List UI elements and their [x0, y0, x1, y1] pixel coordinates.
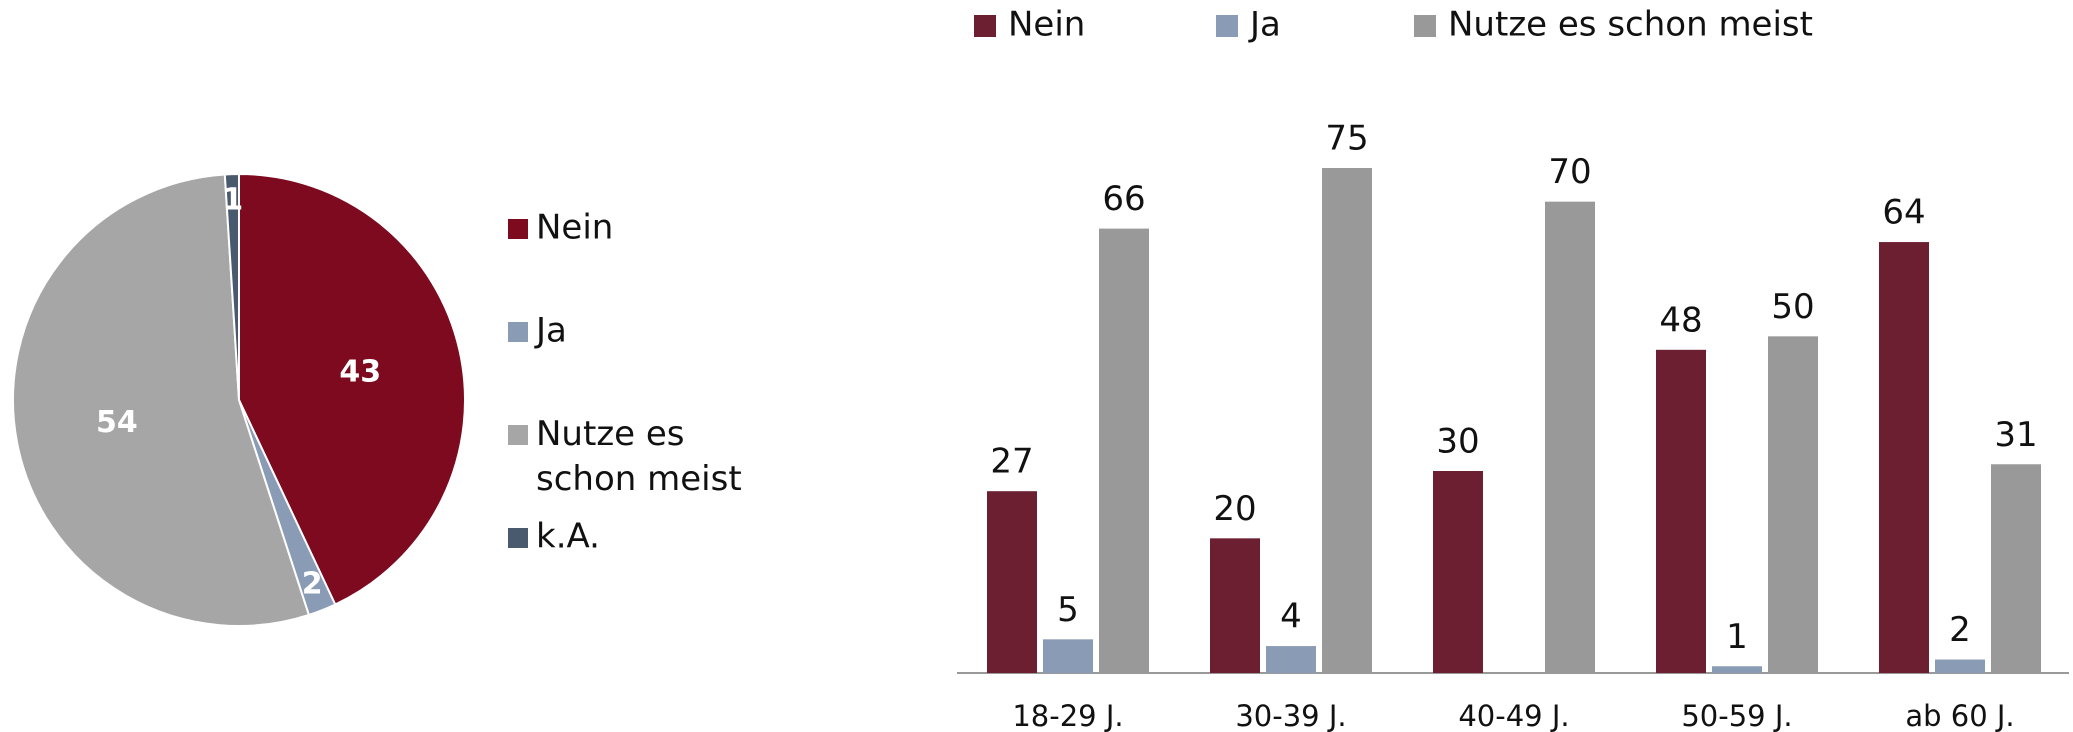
bar [1656, 349, 1706, 673]
legend-swatch [974, 15, 996, 37]
legend-label: Nein [536, 208, 613, 248]
slice-label: 54 [96, 405, 138, 440]
pie-slice [12, 173, 311, 627]
legend-label: Ja [1248, 5, 1281, 45]
slice-label: 1 [222, 183, 243, 218]
value-label: 48 [1659, 300, 1702, 340]
legend-swatch [508, 322, 528, 342]
value-label: 75 [1325, 119, 1368, 159]
value-label: 5 [1057, 590, 1079, 630]
legend-swatch [508, 528, 528, 548]
bar [1935, 659, 1985, 673]
legend-swatch [508, 219, 528, 239]
value-label: 31 [1994, 415, 2037, 455]
value-label: 1 [1726, 617, 1748, 657]
bar [987, 491, 1037, 673]
value-label: 66 [1102, 179, 1145, 219]
pie-slice [223, 172, 240, 401]
slice-label: 43 [339, 354, 381, 389]
bar [1210, 538, 1260, 673]
bar [1322, 168, 1372, 673]
bar [1043, 639, 1093, 673]
legend-swatch [1216, 15, 1238, 37]
legend-label: Ja [534, 311, 567, 351]
x-tick-label: 50-59 J. [1681, 699, 1792, 732]
legend-label: k.A. [536, 517, 600, 557]
x-tick-label: 30-39 J. [1235, 699, 1346, 732]
x-tick-label: ab 60 J. [1905, 699, 2014, 732]
value-label: 64 [1882, 193, 1925, 233]
bar [1768, 336, 1818, 673]
value-label: 27 [990, 442, 1033, 482]
value-label: 2 [1949, 610, 1971, 650]
bar [1099, 228, 1149, 673]
legend-label: Nutze es schon meist [536, 414, 742, 499]
value-label: 20 [1213, 489, 1256, 529]
legend-label: Nein [1008, 5, 1085, 45]
legend-swatch [1414, 15, 1436, 37]
bar [1266, 646, 1316, 673]
legend-label: Nutze es schon meist [1448, 5, 1813, 45]
value-label: 50 [1771, 287, 1814, 327]
x-tick-label: 40-49 J. [1458, 699, 1569, 732]
slice-label: 2 [302, 566, 323, 601]
bar [1433, 471, 1483, 673]
value-label: 4 [1280, 597, 1302, 637]
bar [1712, 666, 1762, 673]
legend-swatch [508, 425, 528, 445]
value-label: 30 [1436, 422, 1479, 462]
pie-slice [238, 172, 466, 606]
x-tick-label: 18-29 J. [1012, 699, 1123, 732]
bar [1879, 242, 1929, 674]
bar [1545, 201, 1595, 673]
bar [1991, 464, 2041, 673]
value-label: 70 [1548, 152, 1591, 192]
